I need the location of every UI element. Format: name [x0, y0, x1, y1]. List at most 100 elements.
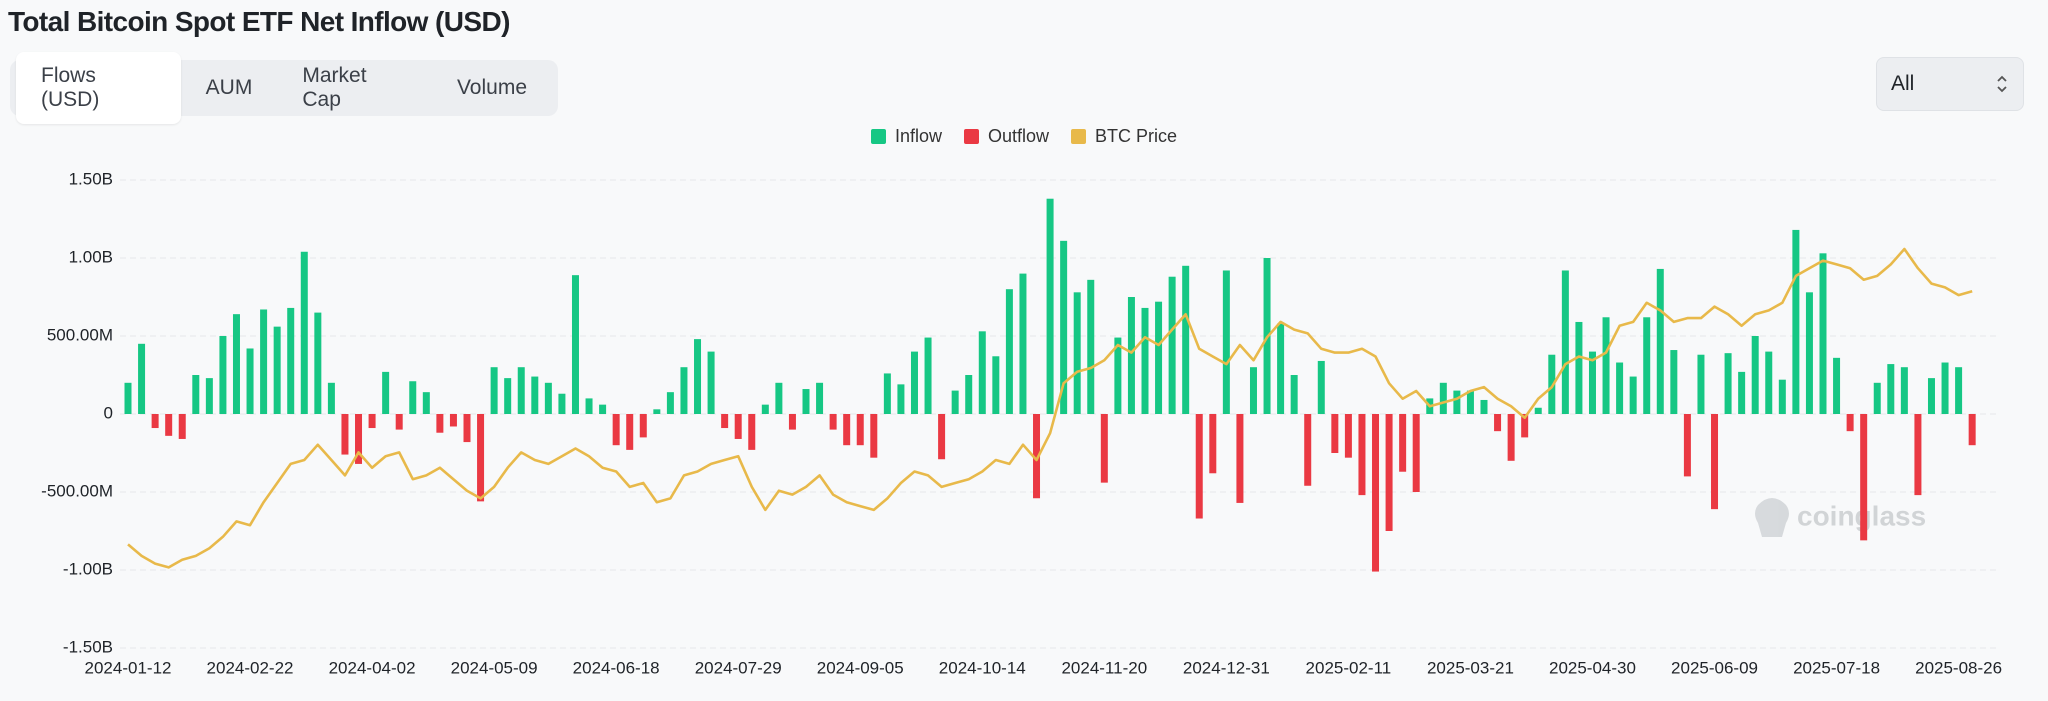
- bar: [490, 367, 498, 414]
- bar: [965, 375, 973, 414]
- y-tick-label: -1.50B: [63, 637, 113, 656]
- bar: [802, 389, 810, 414]
- bar: [1521, 414, 1529, 438]
- bar: [517, 367, 525, 414]
- bar: [124, 382, 132, 414]
- bar: [883, 373, 891, 414]
- bar: [829, 414, 837, 430]
- bar: [436, 414, 444, 433]
- x-tick-label: 2024-05-09: [451, 658, 538, 677]
- bar: [1914, 414, 1922, 496]
- bar: [816, 382, 824, 414]
- legend-item[interactable]: BTC Price: [1071, 126, 1177, 147]
- bar: [409, 381, 417, 414]
- bar: [788, 414, 796, 430]
- tab[interactable]: Market Cap: [302, 64, 367, 111]
- legend-item[interactable]: Inflow: [870, 126, 942, 147]
- x-tick-label: 2025-02-11: [1306, 658, 1392, 677]
- bar: [273, 326, 281, 414]
- bar: [1480, 399, 1488, 414]
- bar: [1792, 229, 1800, 414]
- bar: [585, 398, 593, 414]
- select-arrows: [1997, 75, 2007, 93]
- bar: [260, 309, 268, 414]
- x-tick-label: 2025-06-09: [1671, 658, 1758, 677]
- y-tick-label: 1.00B: [69, 247, 113, 266]
- bar: [1453, 390, 1461, 414]
- bar: [707, 351, 715, 414]
- bar: [558, 393, 566, 414]
- bar: [1765, 351, 1773, 414]
- bar: [1195, 414, 1203, 519]
- bar: [1968, 414, 1976, 446]
- bar: [1860, 414, 1868, 541]
- bar: [1033, 414, 1041, 499]
- bar: [1507, 414, 1515, 461]
- bar: [1561, 270, 1569, 414]
- range-select[interactable]: All: [1876, 57, 2024, 111]
- legend-item[interactable]: Outflow: [963, 126, 1050, 147]
- bar: [449, 414, 457, 427]
- bar: [1494, 414, 1502, 432]
- bar: [1805, 292, 1813, 414]
- bar: [612, 414, 620, 446]
- bar: [1575, 321, 1583, 414]
- y-tick-label: -500.00M: [41, 481, 113, 500]
- bar: [1466, 390, 1474, 414]
- bar: [910, 351, 918, 414]
- bar: [1304, 414, 1312, 486]
- bar: [395, 414, 403, 430]
- bar: [1616, 362, 1624, 414]
- bar: [504, 378, 512, 414]
- bar: [1656, 268, 1664, 414]
- bar: [1439, 382, 1447, 414]
- x-tick-label: 2024-02-22: [207, 658, 294, 677]
- x-tick-label: 2024-07-29: [695, 658, 782, 677]
- x-tick-label: 2024-09-05: [817, 658, 904, 677]
- bar: [246, 348, 254, 414]
- bar: [748, 414, 756, 450]
- bar: [680, 367, 688, 414]
- x-tick-label: 2024-01-12: [85, 658, 172, 677]
- bar: [368, 414, 376, 429]
- bar: [138, 343, 146, 414]
- bar: [327, 382, 335, 414]
- x-tick-label: 2025-07-18: [1793, 658, 1880, 677]
- tab[interactable]: AUM: [205, 76, 253, 99]
- tab[interactable]: Flows (USD): [16, 52, 181, 124]
- bar: [355, 414, 363, 464]
- bar: [1100, 414, 1108, 483]
- bar: [1643, 317, 1651, 414]
- bar: [1182, 265, 1190, 414]
- bar: [1114, 337, 1122, 414]
- legend-label: Outflow: [987, 126, 1050, 146]
- bar: [1683, 414, 1691, 477]
- x-tick-label: 2025-03-21: [1427, 658, 1514, 677]
- legend-swatch: [963, 129, 979, 144]
- bar: [1209, 414, 1217, 474]
- bar: [1358, 414, 1366, 496]
- bar: [1073, 292, 1081, 414]
- bar: [1724, 353, 1732, 414]
- bar: [219, 336, 227, 414]
- bar: [178, 414, 186, 439]
- bar: [761, 404, 769, 414]
- bar: [1317, 360, 1325, 414]
- bar: [734, 414, 742, 439]
- bar: [1697, 354, 1705, 414]
- bar: [1412, 414, 1420, 492]
- bar: [1019, 273, 1027, 414]
- bar: [287, 307, 295, 414]
- bar: [1955, 367, 1963, 414]
- bar: [1711, 414, 1719, 510]
- x-tick-label: 2024-12-31: [1183, 658, 1270, 677]
- bar: [1277, 323, 1285, 414]
- tab[interactable]: Volume: [456, 76, 527, 99]
- bar: [1602, 317, 1610, 414]
- bar: [232, 314, 240, 414]
- bar: [422, 392, 430, 414]
- bar: [1927, 378, 1935, 414]
- bar: [938, 414, 946, 460]
- bar: [639, 414, 647, 438]
